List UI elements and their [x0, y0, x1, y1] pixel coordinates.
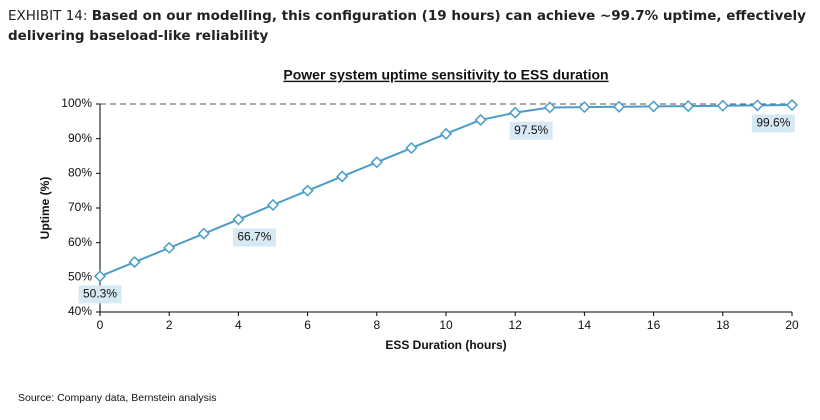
marker: [785, 98, 799, 112]
marker: [301, 184, 314, 197]
chart-title: Power system uptime sensitivity to ESS d…: [283, 67, 608, 83]
marker: [266, 198, 280, 211]
y-tick-label: 70%: [68, 200, 92, 214]
headline: Based on our modelling, this configurati…: [8, 8, 806, 44]
label-bg: [232, 228, 276, 247]
marker: [509, 106, 522, 119]
x-tick-label: 12: [509, 318, 523, 332]
marker: [578, 101, 591, 114]
x-tick-label: 10: [439, 318, 453, 332]
data-label: 99.6%: [756, 116, 790, 130]
marker: [197, 227, 210, 240]
marker: [647, 100, 660, 113]
marker: [163, 241, 176, 254]
label-bg: [78, 285, 122, 304]
label-bg: [751, 114, 795, 133]
x-axis-label: ESS Duration (hours): [385, 338, 506, 352]
x-tick-label: 6: [304, 318, 311, 332]
marker: [474, 113, 487, 127]
y-tick-label: 80%: [68, 166, 92, 180]
x-tick-label: 16: [647, 318, 661, 332]
marker: [370, 156, 383, 169]
y-tick-label: 50%: [68, 270, 92, 284]
marker: [405, 141, 418, 155]
marker: [232, 213, 245, 226]
label-bg: [509, 121, 553, 140]
marker: [682, 100, 695, 113]
header: EXHIBIT 14: Based on our modelling, this…: [8, 6, 813, 46]
marker: [336, 170, 349, 183]
marker: [612, 100, 626, 113]
marker: [716, 99, 729, 112]
data-label: 66.7%: [237, 230, 271, 244]
x-tick-label: 8: [373, 318, 380, 332]
y-axis-label: Uptime (%): [38, 177, 52, 240]
marker: [751, 99, 764, 112]
marker: [128, 256, 141, 269]
marker: [439, 127, 453, 140]
data-label: 50.3%: [83, 286, 117, 300]
data-label: 97.5%: [514, 123, 548, 137]
y-tick-label: 40%: [68, 304, 92, 318]
marker: [93, 270, 107, 283]
x-tick-label: 2: [166, 318, 173, 332]
marker: [543, 101, 556, 114]
y-tick-label: 60%: [68, 235, 92, 249]
source: Source: Company data, Bernstein analysis: [18, 392, 217, 404]
x-tick-label: 18: [716, 318, 730, 332]
x-tick-label: 0: [97, 318, 104, 332]
x-tick-label: 14: [578, 318, 592, 332]
exhibit-label: EXHIBIT 14:: [8, 8, 88, 24]
x-tick-label: 20: [785, 318, 799, 332]
y-tick-label: 100%: [61, 96, 92, 110]
x-tick-label: 4: [235, 318, 242, 332]
y-tick-label: 90%: [68, 131, 92, 145]
